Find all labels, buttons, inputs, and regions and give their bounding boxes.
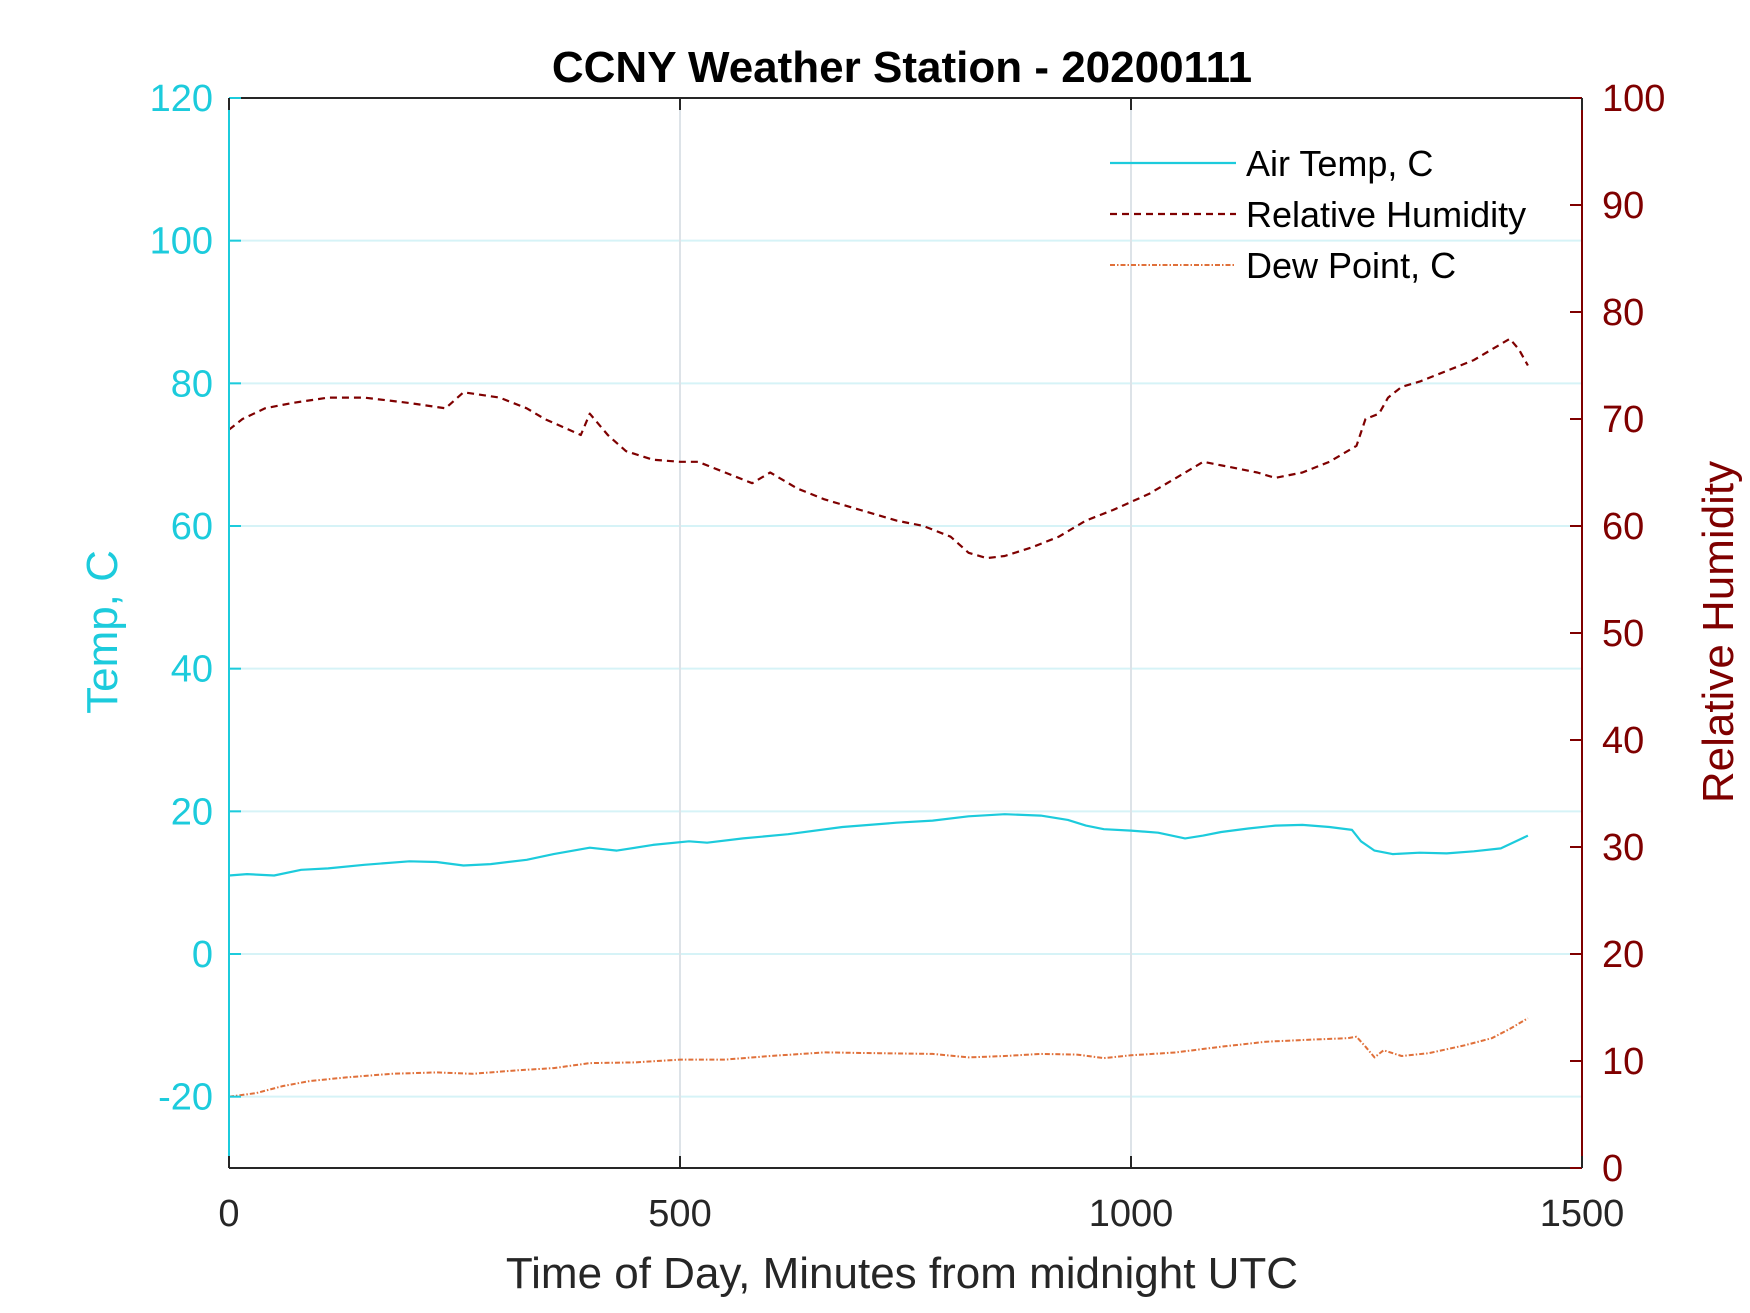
left-y-tick-label: -20 [158, 1077, 213, 1119]
series-line-relative-humidity [228, 337, 1529, 560]
right-y-tick-label: 40 [1602, 720, 1644, 762]
legend-label: Relative Humidity [1246, 194, 1526, 235]
right-y-tick-label: 20 [1602, 934, 1644, 976]
legend: Air Temp, C Relative Humidity Dew Point, C [1110, 143, 1526, 286]
left-y-tick-label: 100 [150, 221, 213, 263]
right-y-tick-label: 80 [1602, 292, 1644, 334]
right-y-tick-label: 50 [1602, 613, 1644, 655]
right-y-axis-label: Relative Humidity [1694, 461, 1743, 803]
right-y-tick-label: 30 [1602, 827, 1644, 869]
right-y-tick-label: 90 [1602, 185, 1644, 227]
x-tick-label: 1000 [1089, 1193, 1174, 1235]
chart-title: CCNY Weather Station - 20200111 [552, 43, 1252, 92]
left-y-axis-label: Temp, C [78, 550, 127, 714]
legend-label: Dew Point, C [1246, 245, 1456, 286]
axes: -20 0 20 40 60 80 100 120 0 10 20 30 40 50 60 70 80 90 100… [150, 78, 1666, 1235]
series-line-dew-point-c [228, 1017, 1529, 1098]
x-tick-label: 500 [648, 1193, 711, 1235]
legend-label: Air Temp, C [1246, 143, 1433, 184]
x-tick-label: 1500 [1540, 1193, 1625, 1235]
x-tick-label: 0 [218, 1193, 239, 1235]
right-y-tick-label: 0 [1602, 1148, 1623, 1190]
right-y-tick-label: 60 [1602, 506, 1644, 548]
right-y-tick-label: 70 [1602, 399, 1644, 441]
left-y-tick-label: 0 [192, 934, 213, 976]
right-y-tick-label: 100 [1602, 78, 1665, 120]
series-line-air-temp-c [228, 813, 1529, 877]
left-y-tick-label: 80 [171, 363, 213, 405]
x-axis-label: Time of Day, Minutes from midnight UTC [506, 1249, 1298, 1298]
left-y-tick-label: 60 [171, 506, 213, 548]
series-layer [228, 337, 1529, 1098]
left-y-tick-label: 40 [171, 649, 213, 691]
left-y-tick-label: 120 [150, 78, 213, 120]
left-y-tick-label: 20 [171, 791, 213, 833]
right-y-tick-label: 10 [1602, 1041, 1644, 1083]
